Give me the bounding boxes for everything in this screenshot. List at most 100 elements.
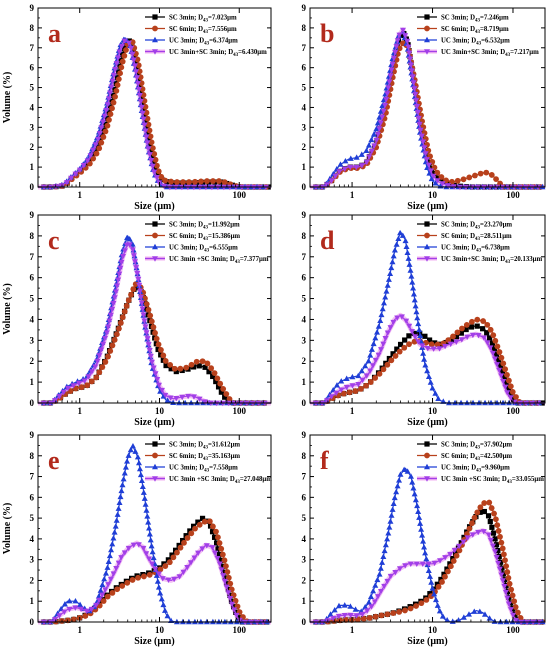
data-point: [129, 247, 136, 253]
x-tick-label: 10: [155, 406, 165, 416]
data-point: [335, 613, 342, 620]
data-point: [160, 352, 167, 359]
x-tick-label: 100: [506, 190, 520, 200]
data-point: [429, 385, 436, 391]
data-point: [382, 336, 389, 342]
data-point: [146, 347, 153, 354]
data-point: [100, 119, 107, 125]
data-point: [485, 513, 492, 519]
data-point: [418, 600, 425, 607]
data-point: [491, 618, 498, 624]
x-tick-label: 1: [77, 190, 82, 200]
data-point: [220, 573, 227, 579]
data-point: [396, 477, 403, 483]
data-point: [447, 551, 454, 558]
data-point: [111, 295, 118, 301]
y-axis-label: Volume (%): [2, 283, 13, 335]
data-point: [125, 545, 132, 552]
legend-item: SC 3min; D43=11.992μm: [145, 221, 240, 231]
data-point: [223, 584, 230, 590]
legend-label: SC 6min; D43=42.500μm: [441, 453, 512, 462]
data-point: [512, 604, 519, 610]
y-tick-label: 3: [30, 335, 35, 345]
data-point: [233, 612, 240, 619]
data-point: [382, 541, 389, 548]
data-point: [105, 582, 112, 588]
data-point: [336, 169, 343, 175]
data-point: [152, 330, 158, 336]
legend-item: SC 6min; D43=15.386μm: [145, 232, 240, 242]
data-point: [358, 385, 364, 392]
data-point: [349, 373, 356, 380]
data-point: [106, 117, 112, 123]
data-point: [384, 578, 391, 585]
data-point: [214, 556, 221, 562]
data-point: [78, 384, 85, 391]
data-point: [51, 617, 58, 623]
data-point: [374, 329, 381, 335]
data-point: [422, 151, 429, 157]
data-point: [152, 156, 159, 163]
data-point: [340, 390, 347, 397]
data-point: [66, 606, 73, 613]
data-point: [388, 264, 395, 271]
data-point: [507, 607, 514, 613]
data-point: [377, 120, 384, 126]
data-point: [56, 613, 63, 619]
data-point: [192, 178, 198, 185]
legend-label: SC 6min; D43=15.386μm: [169, 233, 240, 242]
y-tick-label: 6: [302, 63, 307, 73]
data-point: [223, 563, 229, 570]
data-point: [121, 38, 128, 45]
data-point: [219, 551, 226, 558]
data-point: [120, 475, 127, 482]
data-point: [114, 82, 121, 88]
data-point: [160, 601, 167, 608]
data-point: [422, 362, 429, 368]
data-point: [134, 454, 141, 460]
data-point: [123, 303, 130, 309]
data-point: [333, 382, 340, 388]
data-point: [88, 606, 95, 613]
y-tick-label: 3: [30, 555, 35, 565]
legend-label: SC 6min; D43=28.511μm: [441, 233, 512, 242]
data-point: [453, 333, 460, 340]
data-point: [190, 394, 197, 400]
data-point: [487, 326, 494, 333]
data-point: [465, 611, 472, 617]
data-point: [459, 325, 465, 332]
data-point: [398, 32, 404, 39]
data-point: [491, 510, 497, 517]
legend-item: SC 3min; D43=31.612μm: [145, 441, 240, 451]
data-point: [373, 125, 380, 132]
data-point: [373, 138, 380, 144]
data-point: [501, 551, 507, 558]
legend-label: UC 3min; D43=9.960μm: [441, 465, 510, 474]
data-point: [159, 177, 165, 183]
data-point: [155, 341, 162, 348]
data-point: [407, 267, 414, 273]
data-point: [113, 87, 120, 94]
legend-item: UC 3min; D43=6.532μm: [417, 36, 510, 47]
data-point: [389, 61, 396, 68]
legend: SC 3min; D43=37.902μm SC 6min; D43=42.500…: [417, 441, 544, 485]
data-point: [101, 336, 108, 342]
data-point: [111, 529, 118, 535]
y-tick-label: 1: [30, 377, 35, 387]
y-tick-label: 9: [302, 210, 307, 220]
legend-marker: [152, 36, 158, 43]
legend-item: UC 3min+SC 3min; D43=6.430μm: [145, 49, 267, 58]
data-point: [507, 395, 514, 401]
data-point: [192, 525, 198, 532]
data-point: [380, 108, 387, 115]
data-point: [148, 157, 155, 164]
data-point: [93, 602, 100, 609]
data-point: [102, 128, 109, 135]
data-point: [109, 105, 115, 112]
data-point: [103, 108, 110, 114]
data-point: [480, 318, 487, 324]
y-tick-label: 0: [302, 398, 307, 408]
data-point: [480, 335, 487, 341]
data-point: [453, 552, 460, 559]
data-point: [147, 312, 154, 319]
